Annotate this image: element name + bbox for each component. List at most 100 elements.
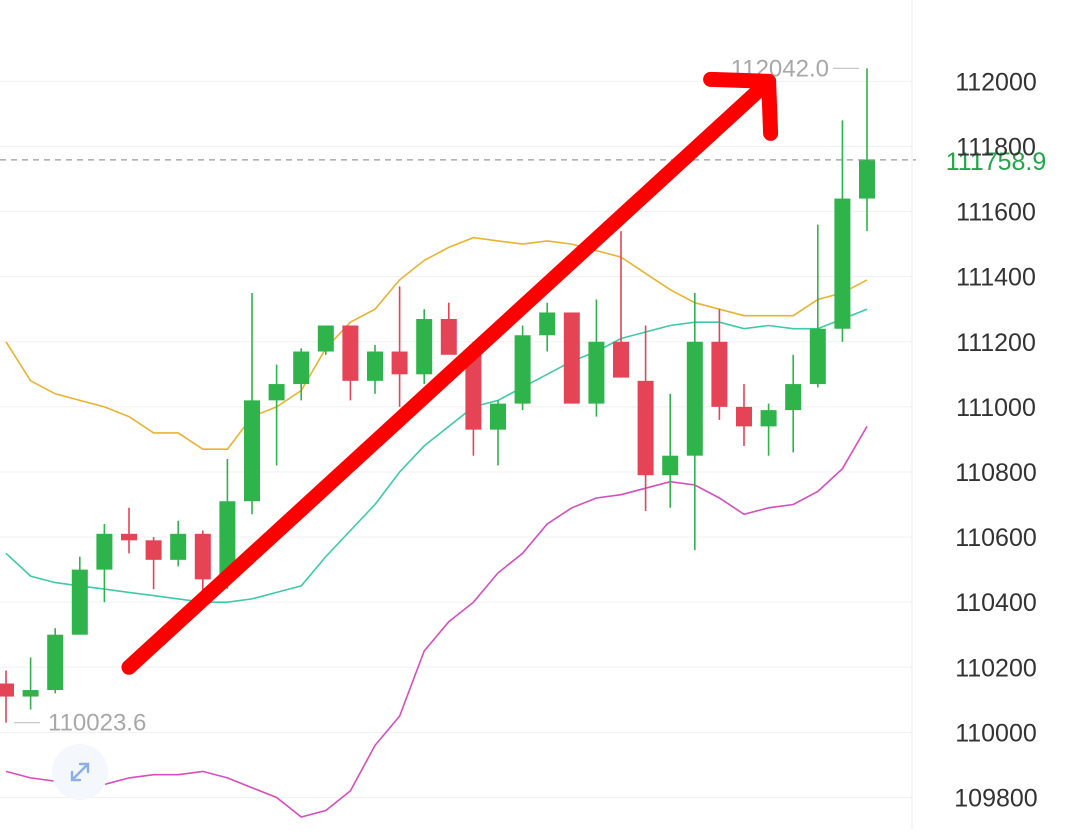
arrow-head [703,71,779,141]
candle-body [121,533,137,541]
price-axis[interactable]: 109800 110000 110200 110400 110600 110800 1110… [954,68,1037,812]
candle [440,302,457,355]
candle-body [465,354,482,430]
candle [834,120,851,342]
candle [785,354,802,453]
candles [0,68,875,723]
candle [539,302,556,352]
candle [145,537,162,590]
y-tick-label: 110000 [955,719,1037,747]
candle [490,400,506,466]
candle [613,231,629,378]
candle-body [416,318,433,375]
candle-body [760,410,777,427]
candle [268,364,285,466]
candle [588,299,605,417]
y-tick-label: 111800 [956,133,1036,161]
candle-body [539,312,556,336]
candle-body [736,406,752,427]
y-tick-label: 110400 [955,589,1037,617]
candle [317,325,334,355]
last-price-label-bg [916,139,1080,180]
candle-body [145,540,162,560]
candle [71,556,88,635]
candle-body [834,198,851,329]
candle-body [194,533,211,580]
y-tick-label: 110200 [955,654,1037,682]
candle [391,286,408,407]
bollinger-lower-line [5,425,868,818]
candle-body [244,400,260,502]
candle [96,524,113,603]
candle [662,393,679,508]
candle-body [514,335,531,404]
candle-body [317,325,334,352]
candle-body [71,569,88,635]
expand-icon [70,762,90,782]
candle-body [22,690,39,697]
candle [47,628,64,694]
candle-body [711,341,728,407]
grid-lines [0,0,913,830]
candle-body [219,501,236,580]
candle-body [268,384,285,401]
candle [711,309,728,420]
y-tick-label: 111600 [956,199,1036,227]
candle-body [0,683,14,697]
candle-body [342,325,359,381]
candle-body [637,380,654,476]
candle [170,520,187,567]
arrow-shaft [121,73,777,675]
bollinger-bands [5,236,868,818]
candle [244,292,260,515]
y-tick-label: 110800 [955,459,1037,487]
candle-body [613,341,629,378]
candle-body [785,384,802,411]
candle-body [96,533,113,570]
y-tick-label: 111000 [956,394,1036,422]
y-tick-label: 111200 [956,329,1036,357]
candle-body [662,455,679,476]
low-price-label: 110023.6 [48,710,146,737]
candle [293,348,310,401]
bollinger-upper-line [5,236,868,451]
candle [22,657,39,710]
candle [563,312,580,404]
candle-body [367,351,383,381]
fit-view-button[interactable] [52,744,108,800]
candle-body [809,328,826,385]
candle-body [490,403,506,430]
candle [809,224,826,388]
candle-body [588,341,605,404]
candle [416,309,433,385]
trend-arrow [121,71,779,675]
candle [367,345,383,394]
candle-body [563,312,580,404]
candle-body [170,533,187,560]
candle-body [47,634,64,691]
candle [686,292,703,551]
last-price-line: 111758.9 [0,139,1080,180]
candle [859,68,875,232]
candle [736,384,752,446]
expand-icon-corner [70,770,82,782]
candle-body [686,341,703,456]
candle-body [859,159,875,199]
candle-body [440,318,457,355]
candle [342,325,359,401]
y-tick-label: 110600 [955,524,1037,552]
candle [760,403,777,456]
y-tick-label: 111400 [956,264,1036,292]
candle [637,325,654,512]
candle-body [293,351,310,385]
y-tick-label: 109800 [954,784,1037,812]
candle [514,325,531,411]
y-tick-label: 112000 [955,68,1037,96]
expand-icon-corner [78,762,90,774]
bollinger-middle-line [5,308,868,604]
candle-body [391,351,408,375]
candle [121,507,137,554]
